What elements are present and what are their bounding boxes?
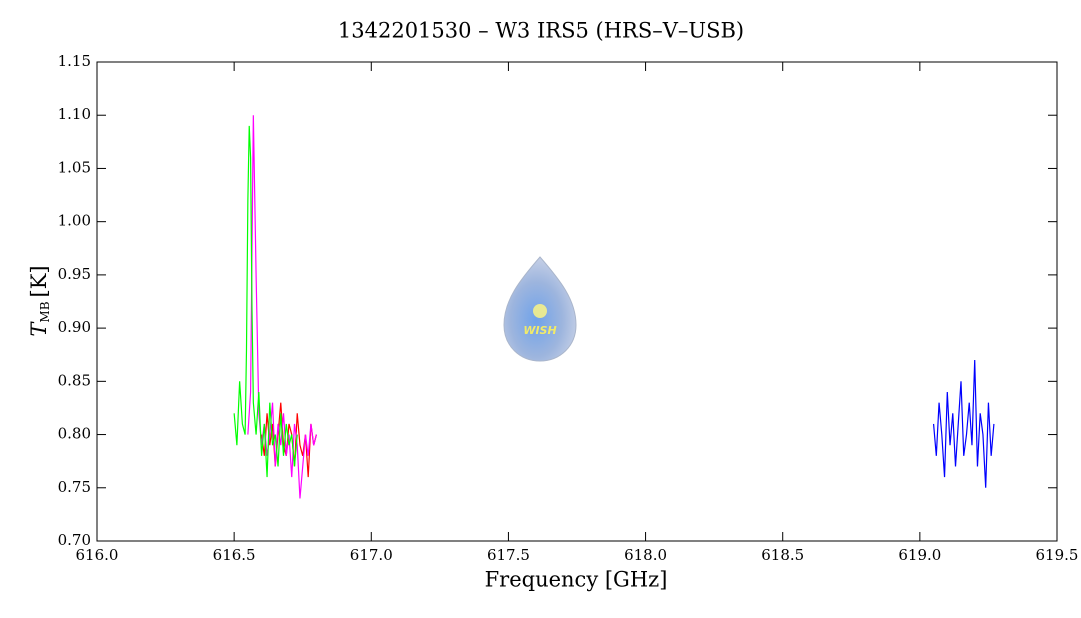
plot-frame bbox=[96, 61, 1058, 542]
y-tick-label: 1.15 bbox=[58, 52, 91, 70]
x-tick-label: 616.5 bbox=[213, 546, 256, 564]
y-axis-subscript: MB bbox=[38, 301, 52, 322]
logo-text: WISH bbox=[523, 324, 556, 337]
spectrum-line bbox=[932, 360, 995, 488]
y-axis-unit: [K] bbox=[27, 265, 51, 297]
spectrum-line bbox=[260, 402, 318, 478]
y-tick-label: 0.70 bbox=[58, 531, 91, 549]
chart-title: 1342201530 – W3 IRS5 (HRS–V–USB) bbox=[338, 19, 744, 43]
y-tick-label: 0.85 bbox=[58, 371, 91, 389]
y-tick-label: 0.80 bbox=[58, 425, 91, 443]
x-tick-label: 617.0 bbox=[350, 546, 393, 564]
y-axis-symbol: T bbox=[27, 321, 51, 337]
x-tick-label: 619.5 bbox=[1036, 546, 1079, 564]
x-tick-label: 618.5 bbox=[761, 546, 804, 564]
y-tick-label: 1.05 bbox=[58, 158, 91, 176]
logo-star bbox=[533, 304, 547, 318]
x-tick-label: 617.5 bbox=[487, 546, 530, 564]
logo: WISH bbox=[503, 256, 577, 362]
y-axis-label: TMB [K] bbox=[27, 265, 52, 336]
x-tick-label: 619.0 bbox=[898, 546, 941, 564]
spectrum-line bbox=[233, 125, 298, 478]
x-tick-label: 616.0 bbox=[76, 546, 119, 564]
y-tick-label: 0.90 bbox=[58, 318, 91, 336]
y-tick-label: 1.00 bbox=[58, 212, 91, 230]
x-axis-label: Frequency [GHz] bbox=[485, 568, 668, 592]
y-tick-label: 1.10 bbox=[58, 105, 91, 123]
y-tick-label: 0.95 bbox=[58, 265, 91, 283]
y-tick-label: 0.75 bbox=[58, 478, 91, 496]
x-tick-label: 618.0 bbox=[624, 546, 667, 564]
